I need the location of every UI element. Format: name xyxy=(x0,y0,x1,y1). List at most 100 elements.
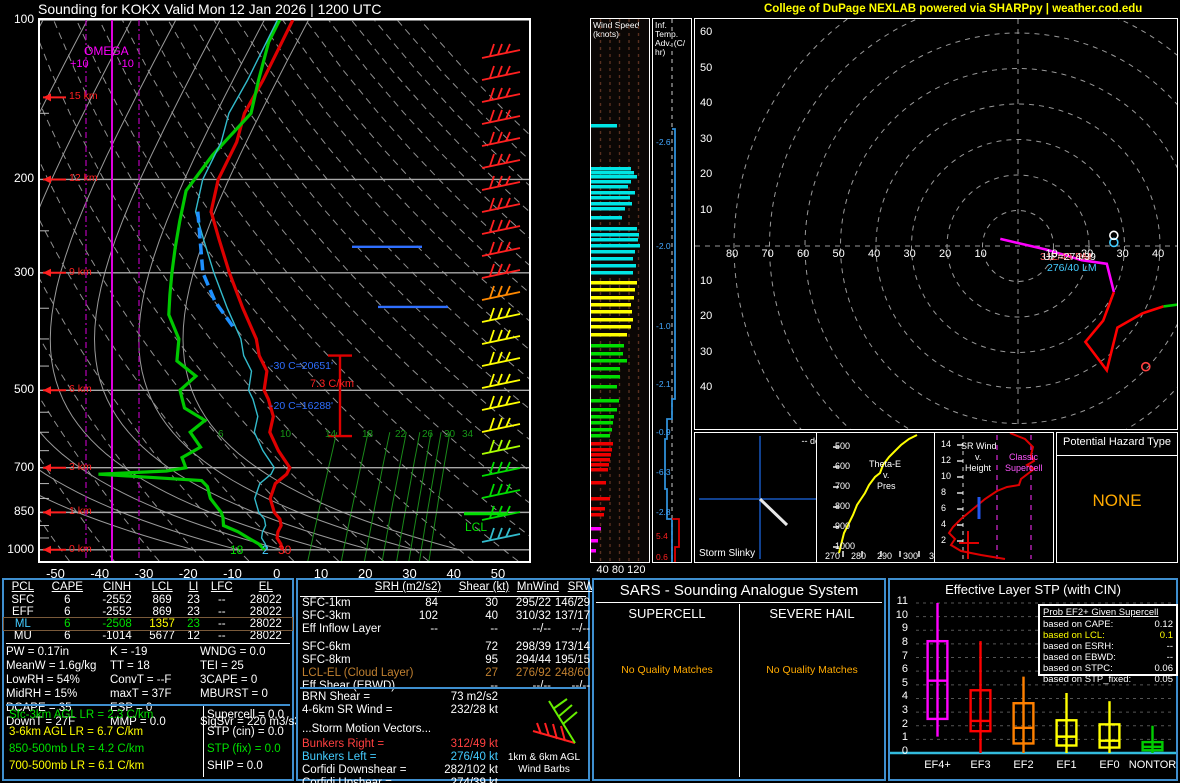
shear-row-shear: 72 xyxy=(485,641,498,653)
composite-index-row: STP (fix) = 0.0 xyxy=(207,743,281,755)
parcel-column-header: LFC xyxy=(210,581,233,593)
hodo-y-label: 10 xyxy=(700,203,713,216)
prob-row: based on EBWD: -- xyxy=(1040,652,1176,663)
table-row[interactable]: ML 6 -2508 1357 23 -- 28022 xyxy=(3,617,293,631)
barb-caption-line1: 1km & 6km AGL xyxy=(507,752,581,763)
hodo-x-label: 60 xyxy=(797,248,810,260)
composite-index-row: SHIP = 0.0 xyxy=(207,760,263,772)
barb-caption-line2: Wind Barbs xyxy=(518,764,570,775)
parcel-cell: 6 xyxy=(64,630,71,642)
prob-row: based on ESRH: -- xyxy=(1040,641,1176,652)
stp-title: Effective Layer STP (with CIN) xyxy=(945,582,1121,597)
prob-row-value: 0.12 xyxy=(1154,619,1174,630)
omega-minus-label: -10 xyxy=(118,58,134,70)
stp-x-tick: EF0 xyxy=(1099,759,1120,771)
credit-text: College of DuPage NEXLAB powered via SHA… xyxy=(764,3,1143,15)
lapse-rate-label: 7.3 C/km xyxy=(310,378,355,390)
shear-row-label: SFC-8km xyxy=(302,654,351,666)
page-title: Sounding for KOKX Valid Mon 12 Jan 2026 … xyxy=(38,1,382,17)
shear-row-mnwind: 295/22 xyxy=(515,597,551,609)
stp-y-tick: 10 xyxy=(895,608,908,621)
parcel-cell: -2552 xyxy=(102,594,132,606)
sr-wind-y-label: 6 xyxy=(941,503,947,513)
hodo-lm-label: 276/40 LM xyxy=(1047,262,1097,274)
height-marker-label: 0 km xyxy=(69,542,92,555)
shear-row-shear: 27 xyxy=(485,667,498,679)
table-row[interactable]: SFC 6 -2552 869 23 -- 28022 xyxy=(4,594,292,606)
pressure-label: 1000 xyxy=(7,541,34,556)
theta-e-title-line1: Theta-E xyxy=(869,459,902,469)
stp-y-tick: 8 xyxy=(901,635,908,648)
shear-row-shear: 95 xyxy=(485,654,498,666)
prob-row-value: -- xyxy=(1166,652,1173,663)
storm-motion-label: Corfidi Upshear = xyxy=(302,777,392,783)
parcel-table: PCL CAPE CINH LCL LI LFC EL SFC 6 -2552 869 23 -- 280… xyxy=(3,580,293,642)
stp-y-tick: 7 xyxy=(901,649,908,662)
stp-y-tick: 4 xyxy=(901,690,908,703)
index-value: 3CAPE = 0 xyxy=(200,674,258,686)
height-marker-label: 6 km xyxy=(69,383,92,396)
table-row[interactable]: EFF 6 -2552 869 23 -- 28022 xyxy=(4,606,292,618)
shear-row-srh: 84 xyxy=(425,597,438,609)
temperature-label: -30 xyxy=(134,566,154,581)
prob-row-value: 0.05 xyxy=(1154,674,1174,685)
surface-dewpoint-value: 18 xyxy=(230,543,244,557)
shear-row-srh: 102 xyxy=(418,610,438,622)
sr-wind-y-label: 2 xyxy=(941,535,947,545)
temperature-label: 40 xyxy=(446,566,461,581)
inf-temp-title-line3: hr) xyxy=(655,47,666,57)
prob-row: based on STP_fixed: 0.05 xyxy=(1040,674,1176,685)
prob-row-value: -- xyxy=(1166,641,1173,652)
sars-hail-message: No Quality Matches xyxy=(766,664,858,676)
shear-column-header: MnWind xyxy=(516,581,560,593)
shear-table-rows: SFC-1km 84 30 295/22 146/29 SFC-3km 102 40 310/3… xyxy=(298,597,590,697)
hodo-rm-label: 312/49 RM xyxy=(1040,251,1092,263)
hodo-x-label: 50 xyxy=(832,248,845,260)
sars-title: SARS - Sounding Analogue System xyxy=(619,582,859,599)
hodograph-panel[interactable]: 60 50 40 30 20 10 10 20 30 40 80 70 60 50 40 30 20 10 10 20… xyxy=(694,18,1178,430)
parcel-cell: 28022 xyxy=(249,606,282,618)
temperature-label: 10 xyxy=(313,566,329,581)
shear-row-mnwind: 294/44 xyxy=(515,654,551,666)
temperature-label: -10 xyxy=(223,566,242,581)
storm-motion-vectors-title: ...Storm Motion Vectors... xyxy=(302,723,432,735)
parcel-column-header: CINH xyxy=(102,581,132,593)
sr-wind-title-line2: v. xyxy=(975,452,982,462)
skewt-diagram[interactable]: OMEGA +10 -10 -30 C=20651' -20 C=16288' … xyxy=(38,18,531,563)
shear-row-srh: -- xyxy=(430,623,438,635)
hodo-y-label: 20 xyxy=(700,310,713,322)
lapse-rate-row: Sfc-3km AGL LR = 2.3 C/km xyxy=(9,709,154,721)
hodo-x-label: 10 xyxy=(974,248,987,260)
pcl-divider xyxy=(6,643,290,644)
inf-temp-value: -0.9 xyxy=(656,427,671,437)
prob-row-label: based on CAPE: xyxy=(1043,619,1114,630)
parcel-column-header: EL xyxy=(258,581,273,593)
table-row[interactable]: MU 6 -1014 5677 12 -- 28022 xyxy=(4,630,292,642)
prob-row-value: 0.06 xyxy=(1154,663,1174,674)
lapse-rate-row: 850-500mb LR = 4.2 C/km xyxy=(9,743,145,755)
composite-index-row: STP (cin) = 0.0 xyxy=(207,726,284,738)
height-marker-label: 15 km xyxy=(69,90,98,103)
hodo-x-label: 20 xyxy=(939,248,952,260)
shear-row-srw: --/-- xyxy=(571,623,590,635)
inf-temp-value: -2.6 xyxy=(656,137,671,147)
lapse-rate-row: 3-6km AGL LR = 6.7 C/km xyxy=(9,726,144,738)
shear-table-header: SRH (m2/s2) Shear (kt) MnWind SRW xyxy=(298,580,595,596)
shear-row-shear: -- xyxy=(490,680,498,692)
pressure-label: 100 xyxy=(13,12,34,26)
inf-temp-title-line1: Inf. Temp. xyxy=(655,20,679,39)
hodo-y-label: 50 xyxy=(700,61,713,74)
shear-head-divider xyxy=(300,596,586,597)
indices-grid: PW = 0.17in MeanW = 1.6g/kg LowRH = 54% Mid… xyxy=(4,646,301,732)
parcel-column-header: LCL xyxy=(151,581,173,593)
storm-motion-value: 274/39 kt xyxy=(450,777,498,783)
shear-row-srw: --/-- xyxy=(571,680,590,692)
prob-row-label: based on STPC: xyxy=(1043,663,1113,674)
parcel-cell: 12 xyxy=(187,630,200,642)
theta-e-x-label: 300 xyxy=(903,551,919,561)
hodo-y-label: 30 xyxy=(700,345,713,358)
temperature-label: -40 xyxy=(90,566,110,581)
shear-srh-box: SRH (m2/s2) Shear (kt) MnWind SRW SFC-1km 84… xyxy=(296,578,595,783)
inferred-temp-advection-panel: Inf. Temp. Adv. (C/ hr) -2.6 -2.0 -1.0 -2.1… xyxy=(652,18,692,563)
prob-row-label: based on ESRH: xyxy=(1043,641,1114,652)
